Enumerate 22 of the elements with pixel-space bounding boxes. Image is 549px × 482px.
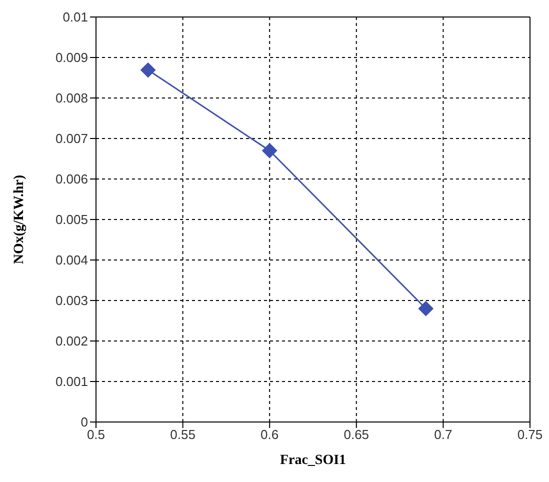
point [262, 143, 278, 158]
y-tick-label: 0.008 [55, 90, 88, 106]
y-tick-label: 0.006 [55, 172, 88, 187]
y-tick-label: 0.01 [62, 10, 88, 25]
y-tick-label: 0.002 [55, 334, 88, 349]
x-tick-label: 0.55 [170, 427, 196, 442]
point [418, 301, 434, 316]
y-tick-label: 0.004 [55, 252, 88, 268]
y-tick-label: 0.007 [55, 131, 88, 146]
point [140, 62, 156, 78]
x-tick-label: 0.6 [260, 427, 279, 442]
y-tick-label: 0.009 [55, 50, 88, 66]
y-axis-title: NOx(g/KW.hr) [12, 174, 27, 264]
x-tick-label: 0.75 [517, 427, 543, 442]
y-tick-label: 0.003 [55, 293, 88, 308]
x-tick-label: 0.7 [434, 427, 452, 442]
x-axis-title: Frac_SOI1 [280, 453, 346, 468]
y-tick-label: 0.005 [55, 212, 88, 228]
x-tick-label: 0.5 [86, 427, 106, 442]
y-tick-label: 0 [80, 414, 88, 430]
x-tick-label: 0.65 [344, 427, 370, 442]
y-tick-label: 0.001 [55, 374, 88, 390]
